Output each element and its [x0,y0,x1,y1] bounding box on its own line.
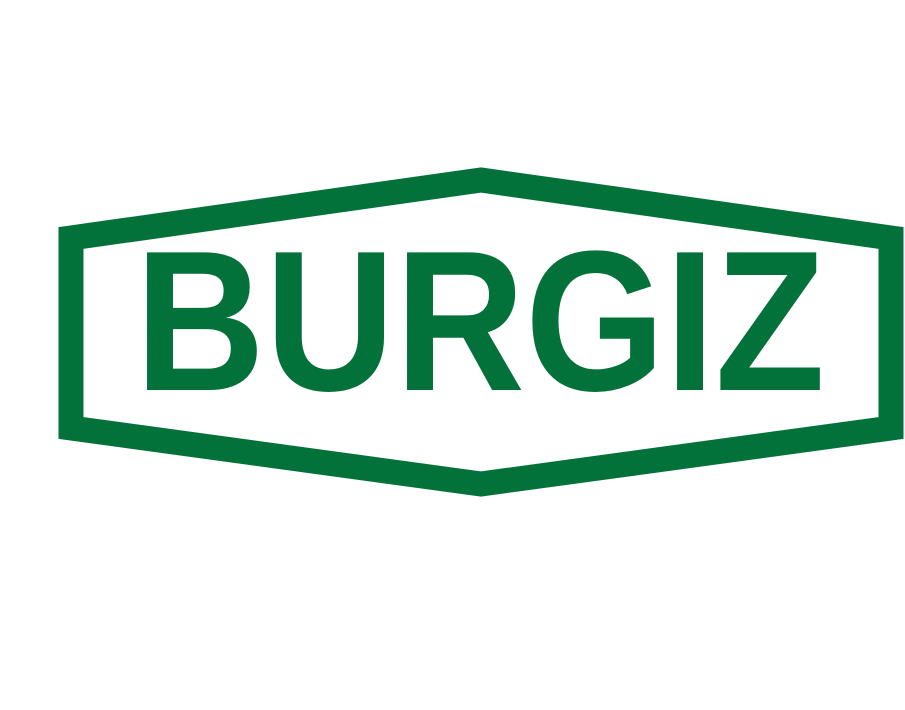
logo-text: BURGIZ [135,210,825,433]
logo-frame [58,167,904,497]
